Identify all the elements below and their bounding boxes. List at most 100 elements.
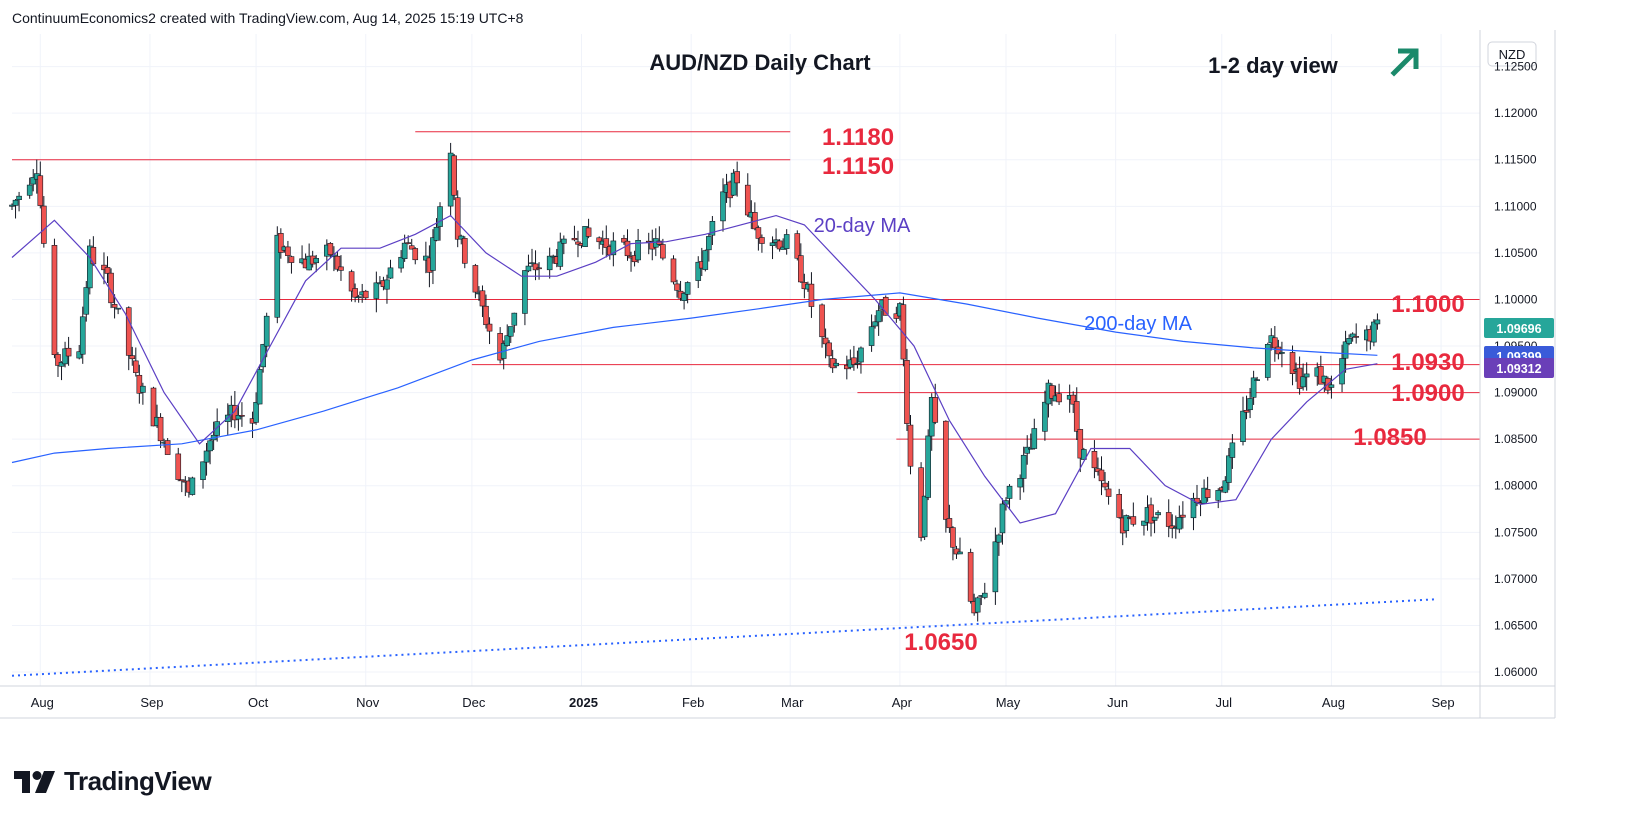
tradingview-brand-name: TradingView bbox=[64, 766, 212, 796]
candle bbox=[532, 250, 539, 281]
candle-body bbox=[907, 424, 914, 467]
tradingview-logo[interactable]: TradingView bbox=[14, 766, 212, 797]
candle-body bbox=[433, 226, 440, 241]
candle-body bbox=[585, 227, 592, 237]
candle bbox=[483, 294, 489, 329]
candle bbox=[1081, 447, 1087, 460]
candle-body bbox=[833, 362, 840, 367]
candle bbox=[479, 285, 486, 318]
candle-body bbox=[1105, 488, 1112, 497]
view-up-arrow-icon bbox=[1390, 48, 1419, 77]
candle-body bbox=[744, 184, 751, 216]
x-tick-label: Sep bbox=[1432, 695, 1455, 710]
candle-body bbox=[1049, 385, 1055, 399]
candle bbox=[232, 391, 238, 429]
candle-body bbox=[253, 402, 259, 423]
candle-body bbox=[76, 351, 83, 359]
candle-body bbox=[1349, 333, 1356, 338]
candle bbox=[62, 341, 68, 368]
candle bbox=[1240, 396, 1246, 446]
candle-body bbox=[957, 551, 963, 555]
candle bbox=[401, 234, 408, 262]
candle bbox=[37, 161, 44, 209]
candle-body bbox=[461, 238, 468, 264]
candle bbox=[1123, 514, 1130, 538]
candle bbox=[1303, 362, 1310, 391]
candle bbox=[610, 232, 617, 267]
candle-body bbox=[214, 421, 220, 436]
candle-body bbox=[1222, 480, 1229, 493]
candle-body bbox=[1264, 344, 1271, 378]
candle-body bbox=[1279, 352, 1285, 354]
candle bbox=[798, 243, 804, 283]
candle bbox=[981, 582, 988, 600]
candle bbox=[561, 235, 567, 255]
candle-body bbox=[1148, 504, 1154, 524]
candle-body bbox=[41, 205, 47, 244]
candle-body bbox=[1180, 514, 1186, 518]
level-label: 1.0850 bbox=[1353, 424, 1426, 451]
candle bbox=[759, 234, 765, 253]
tradingview-logo-icon bbox=[14, 770, 55, 793]
candle-body bbox=[274, 234, 281, 318]
candle bbox=[808, 272, 815, 318]
candle-body bbox=[79, 316, 86, 355]
candle-body bbox=[157, 416, 164, 442]
candle bbox=[486, 317, 493, 345]
candle bbox=[875, 303, 882, 336]
candle bbox=[451, 153, 457, 201]
candle-body bbox=[755, 227, 762, 239]
candle-body bbox=[561, 238, 567, 244]
candle-body bbox=[458, 235, 465, 240]
candle bbox=[1077, 428, 1084, 473]
candle-body bbox=[1353, 336, 1359, 338]
candle bbox=[278, 228, 284, 259]
candle-body bbox=[1123, 515, 1130, 532]
candle-body bbox=[1151, 516, 1158, 521]
candle-body bbox=[486, 323, 493, 332]
candle-body bbox=[794, 233, 801, 259]
candle bbox=[1300, 363, 1306, 391]
candle bbox=[1049, 383, 1055, 406]
candle-body bbox=[1116, 494, 1122, 518]
candle bbox=[1155, 510, 1161, 519]
candle bbox=[695, 256, 702, 289]
candle bbox=[585, 218, 592, 239]
candle bbox=[79, 306, 86, 364]
candle-body bbox=[1081, 449, 1087, 460]
candle-body bbox=[981, 592, 988, 598]
y-tick-label: 1.12500 bbox=[1494, 60, 1538, 74]
price-tag-bg bbox=[1484, 358, 1554, 378]
candle bbox=[1279, 341, 1285, 368]
candle bbox=[1247, 387, 1253, 419]
candle-body bbox=[405, 242, 411, 244]
candle bbox=[706, 233, 712, 262]
candle-body bbox=[1020, 454, 1027, 479]
candle-body bbox=[200, 461, 206, 480]
candle bbox=[58, 361, 65, 381]
candle bbox=[999, 498, 1006, 545]
ma200-line bbox=[11, 292, 1378, 464]
moving-averages bbox=[11, 214, 1378, 524]
candle bbox=[430, 229, 436, 285]
candle bbox=[833, 358, 840, 369]
candle bbox=[1098, 456, 1105, 496]
x-tick-label: Apr bbox=[892, 695, 913, 710]
candle bbox=[125, 306, 132, 371]
candle bbox=[136, 364, 143, 404]
level-label: 1.0930 bbox=[1391, 349, 1464, 376]
candle-body bbox=[674, 283, 680, 291]
candle-body bbox=[875, 310, 882, 323]
x-tick-label: Aug bbox=[31, 695, 54, 710]
candle bbox=[950, 526, 956, 561]
candle-body bbox=[235, 415, 242, 420]
candle-body bbox=[734, 171, 740, 184]
candle-body bbox=[58, 362, 65, 367]
candle-body bbox=[479, 290, 486, 307]
candle-body bbox=[30, 177, 37, 185]
y-tick-label: 1.10000 bbox=[1494, 292, 1538, 306]
candle bbox=[433, 218, 440, 242]
candle bbox=[957, 537, 963, 555]
candle bbox=[157, 413, 164, 449]
